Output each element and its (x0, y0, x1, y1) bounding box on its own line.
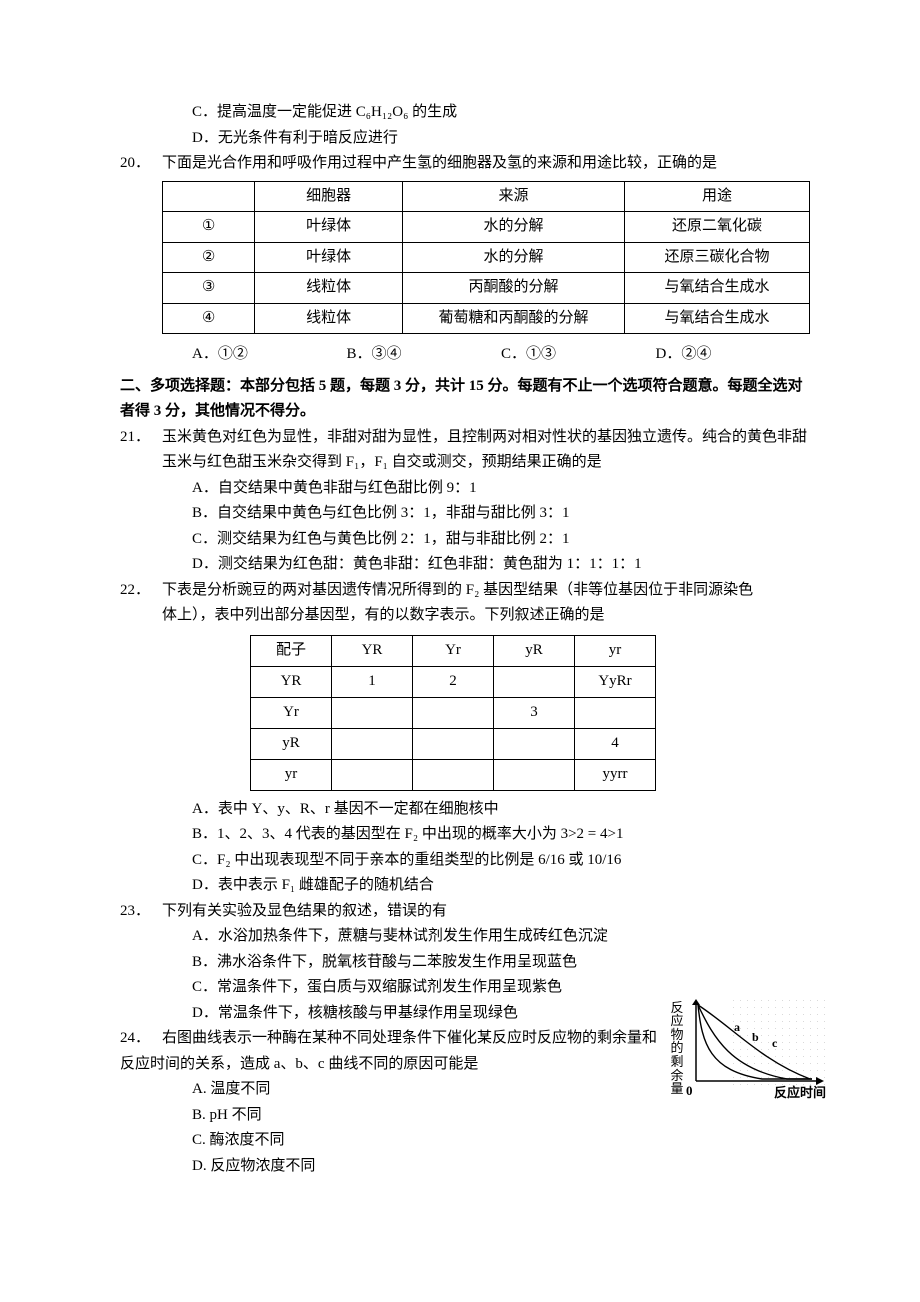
punnett-cell: 3 (494, 697, 575, 728)
q21: 21． 玉米黄色对红色为显性，非甜对甜为显性，且控制两对相对性状的基因独立遗传。… (120, 425, 810, 476)
punnett-cell (332, 697, 413, 728)
q20-options: A．①② B．③④ C．①③ D．②④ (120, 342, 810, 368)
svg-text:b: b (752, 1030, 759, 1044)
q22-opt-b: B．1、2、3、4 代表的基因型在 F₂ 中出现的概率大小为 3>2 = 4>1 (120, 822, 810, 848)
punnett-row-header: YR (251, 666, 332, 697)
q20-opt-b: B．③④ (347, 342, 502, 368)
q20-table-header (163, 181, 255, 212)
q20-table-cell: 叶绿体 (255, 212, 403, 243)
q19-opt-c: C．提高温度一定能促进 C₆H₁₂O₆ 的生成 (120, 100, 810, 126)
punnett-row-header: yr (251, 759, 332, 790)
q23-stem: 下列有关实验及显色结果的叙述，错误的有 (162, 899, 810, 925)
q24-figure-svg: abc (692, 999, 826, 1089)
q20-table-cell: 葡萄糖和丙酮酸的分解 (403, 303, 625, 334)
q20-table-cell: ③ (163, 273, 255, 304)
q24-opt-c: C. 酶浓度不同 (120, 1128, 810, 1154)
punnett-cell (332, 759, 413, 790)
q23: 23． 下列有关实验及显色结果的叙述，错误的有 (120, 899, 810, 925)
punnett-row-header: yR (251, 728, 332, 759)
q24-figure-ylabel: 反应物的剩余量 (670, 1001, 684, 1096)
q22-opt-a: A．表中 Y、y、R、r 基因不一定都在细胞核中 (120, 797, 810, 823)
q20-opt-c: C．①③ (501, 342, 656, 368)
q20-table-cell: 与氧结合生成水 (625, 303, 810, 334)
q19-opt-d: D．无光条件有利于暗反应进行 (120, 126, 810, 152)
q21-opt-c: C．测交结果为红色与黄色比例 2：1，甜与非甜比例 2：1 (120, 527, 810, 553)
q22-opt-c: C．F₂ 中出现表现型不同于亲本的重组类型的比例是 6/16 或 10/16 (120, 848, 810, 874)
punnett-col-header: YR (332, 635, 413, 666)
q20-opt-d: D．②④ (656, 342, 811, 368)
punnett-cell (413, 697, 494, 728)
q22-punnett-table: 配子YRYryRyrYR12YyRrYr3yR4yryyrr (250, 635, 656, 791)
q24-opt-d: D. 反应物浓度不同 (120, 1154, 810, 1180)
q20-table-cell: 丙酮酸的分解 (403, 273, 625, 304)
punnett-cell (413, 728, 494, 759)
section2-header: 二、多项选择题：本部分包括 5 题，每题 3 分，共计 15 分。每题有不止一个… (120, 374, 810, 425)
punnett-row-header: Yr (251, 697, 332, 728)
punnett-cell: YyRr (575, 666, 656, 697)
q20: 20． 下面是光合作用和呼吸作用过程中产生氢的细胞器及氢的来源和用途比较，正确的… (120, 151, 810, 177)
punnett-cell: 1 (332, 666, 413, 697)
punnett-cell (575, 697, 656, 728)
punnett-cell (332, 728, 413, 759)
q23-opt-b: B．沸水浴条件下，脱氧核苷酸与二苯胺发生作用呈现蓝色 (120, 950, 810, 976)
q20-table-header: 来源 (403, 181, 625, 212)
q23-opt-a: A．水浴加热条件下，蔗糖与斐林试剂发生作用生成砖红色沉淀 (120, 924, 810, 950)
q20-table-cell: 线粒体 (255, 273, 403, 304)
q21-opt-d: D．测交结果为红色甜：黄色非甜：红色非甜：黄色甜为 1：1：1：1 (120, 552, 810, 578)
q20-table-cell: ① (163, 212, 255, 243)
q20-table-cell: ② (163, 242, 255, 273)
q22-num: 22． (120, 578, 162, 604)
q21-stem: 玉米黄色对红色为显性，非甜对甜为显性，且控制两对相对性状的基因独立遗传。纯合的黄… (162, 425, 810, 476)
q20-table-cell: 还原三碳化合物 (625, 242, 810, 273)
punnett-corner: 配子 (251, 635, 332, 666)
q20-table-cell: 线粒体 (255, 303, 403, 334)
q21-opt-a: A．自交结果中黄色非甜与红色甜比例 9：1 (120, 476, 810, 502)
q21-num: 21． (120, 425, 162, 476)
q20-table-header: 细胞器 (255, 181, 403, 212)
punnett-cell (494, 666, 575, 697)
q24-opt-b: B. pH 不同 (120, 1103, 810, 1129)
q20-opt-a: A．①② (192, 342, 347, 368)
punnett-cell (494, 759, 575, 790)
punnett-col-header: yr (575, 635, 656, 666)
q20-table-cell: 还原二氧化碳 (625, 212, 810, 243)
punnett-cell (494, 728, 575, 759)
punnett-cell: yyrr (575, 759, 656, 790)
svg-text:c: c (772, 1036, 778, 1050)
punnett-cell: 4 (575, 728, 656, 759)
q22-stem2: 体上），表中列出部分基因型，有的以数字表示。下列叙述正确的是 (120, 603, 810, 629)
q22: 22． 下表是分析豌豆的两对基因遗传情况所得到的 F₂ 基因型结果（非等位基因位… (120, 578, 810, 604)
q20-num: 20． (120, 151, 162, 177)
q20-stem: 下面是光合作用和呼吸作用过程中产生氢的细胞器及氢的来源和用途比较，正确的是 (162, 151, 810, 177)
q23-num: 23． (120, 899, 162, 925)
q20-table-cell: 与氧结合生成水 (625, 273, 810, 304)
q20-table-cell: 水的分解 (403, 242, 625, 273)
q22-stem1: 下表是分析豌豆的两对基因遗传情况所得到的 F₂ 基因型结果（非等位基因位于非同源… (162, 578, 810, 604)
punnett-cell: 2 (413, 666, 494, 697)
punnett-col-header: yR (494, 635, 575, 666)
q24-figure: 反应物的剩余量 0 反应时间 abc (670, 995, 830, 1105)
q20-table: 细胞器来源用途 ①叶绿体水的分解还原二氧化碳 ②叶绿体水的分解还原三碳化合物 ③线粒体… (162, 181, 810, 335)
q20-table-cell: 叶绿体 (255, 242, 403, 273)
q24-num: 24． (120, 1026, 162, 1052)
q20-table-header: 用途 (625, 181, 810, 212)
q22-opt-d: D．表中表示 F₁ 雌雄配子的随机结合 (120, 873, 810, 899)
punnett-col-header: Yr (413, 635, 494, 666)
punnett-cell (413, 759, 494, 790)
q20-table-cell: 水的分解 (403, 212, 625, 243)
q20-table-cell: ④ (163, 303, 255, 334)
q21-opt-b: B．自交结果中黄色与红色比例 3：1，非甜与甜比例 3：1 (120, 501, 810, 527)
